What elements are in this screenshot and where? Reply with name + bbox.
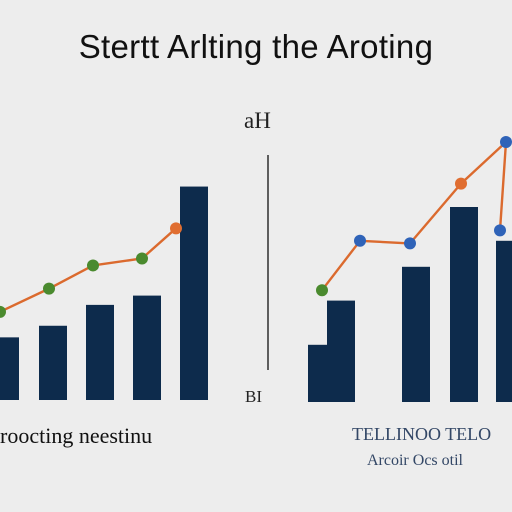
right-chart — [308, 136, 512, 402]
chart1-point-1 — [0, 305, 6, 318]
chart1-bar-4 — [133, 295, 161, 400]
chart1-bar-2 — [39, 325, 67, 400]
chart1-point-4 — [136, 252, 148, 265]
chart2-tail-point — [494, 224, 506, 237]
chart-title: Stertt Arlting the Aroting — [78, 28, 434, 65]
chart-divider — [267, 155, 269, 370]
left-chart — [0, 186, 208, 400]
chart1-bar-3 — [86, 304, 114, 400]
chart2-bar-2 — [327, 300, 355, 402]
chart2-bar-4 — [450, 207, 478, 402]
chart2-point-5 — [500, 136, 512, 148]
chart2-point-2 — [354, 234, 366, 247]
right-bottom-label-1: TELLINOO TELO — [352, 424, 492, 444]
chart2-point-4 — [455, 177, 467, 190]
chart2-bar-3 — [402, 266, 430, 402]
right-bottom-label-2: Arcoir Ocs otil — [367, 452, 463, 469]
chart2-trend-line — [320, 140, 508, 292]
chart2-point-3 — [404, 237, 416, 250]
chart2-bar-5 — [496, 240, 512, 402]
chart1-bar-5 — [180, 186, 208, 400]
top-corner-label: aH — [244, 108, 271, 133]
left-bottom-label: roocting neestinu — [0, 423, 153, 448]
chart1-point-2 — [43, 282, 55, 295]
chart1-point-5 — [170, 222, 182, 235]
bottom-corner-label: BI — [245, 387, 262, 406]
chart1-point-3 — [87, 259, 99, 272]
chart2-point-1 — [316, 284, 328, 297]
chart1-bar-1 — [0, 337, 19, 400]
